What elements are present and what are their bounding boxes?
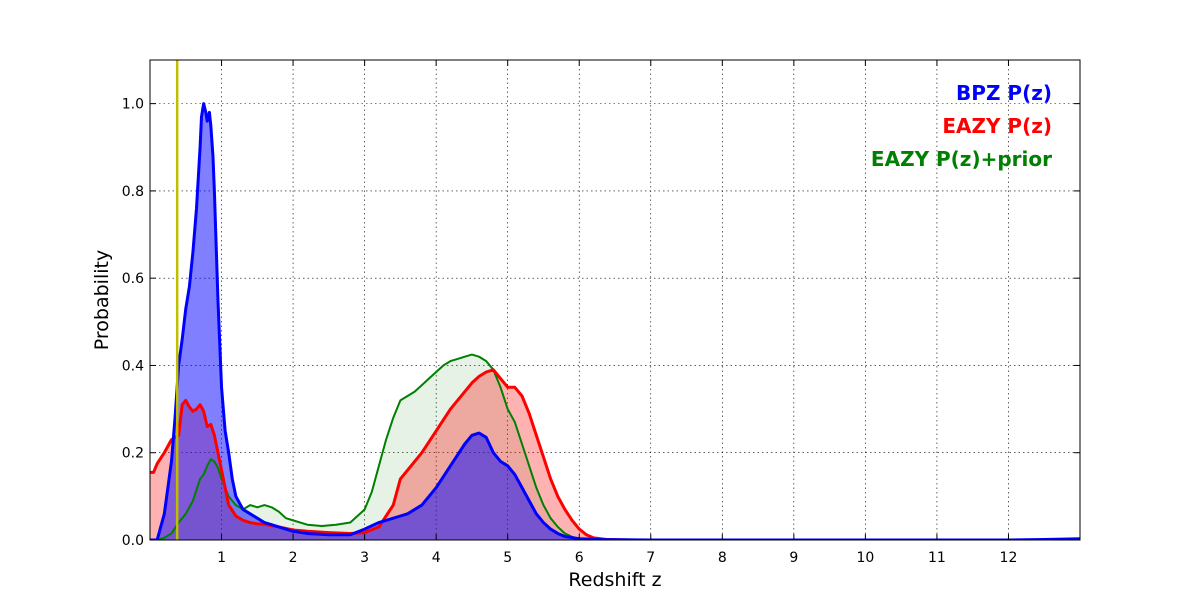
y-tick-label: 1.0 [122, 97, 144, 113]
eazy-p-z-area [150, 369, 1080, 540]
x-tick-label: 10 [856, 550, 874, 566]
eazy-p-z-prior-line [150, 353, 1080, 540]
y-tick-label: 0.8 [122, 184, 144, 200]
y-tick-label: 0.0 [122, 533, 144, 549]
x-tick-label: 6 [575, 550, 584, 566]
plot-frame [149, 59, 1081, 541]
x-tick-label: 9 [789, 550, 798, 566]
series-layer [150, 60, 1080, 540]
x-tick-label: 11 [928, 550, 946, 566]
x-tick-label: 2 [289, 550, 298, 566]
x-axis-label: Redshift z [568, 569, 661, 591]
grid [150, 60, 1080, 540]
y-tick-label: 0.4 [122, 358, 144, 374]
eazy-p-z-prior-area [150, 354, 1080, 540]
legend: BPZ P(z) EAZY P(z) EAZY P(z)+prior [871, 81, 1052, 171]
legend-entry: EAZY P(z)+prior [871, 147, 1052, 171]
x-tick-label: 8 [718, 550, 727, 566]
eazy-p-z-line [150, 368, 1080, 540]
legend-entry: BPZ P(z) [956, 81, 1052, 105]
bpz-p-z-line [150, 102, 1080, 540]
axis-ticks: 1 2 3 4 5 6 7 8 9 10 11 120.00.20.40.60.81.0 [122, 60, 1080, 566]
x-tick-label: 7 [646, 550, 655, 566]
x-tick-label: 4 [432, 550, 441, 566]
x-tick-label: 12 [1000, 550, 1018, 566]
legend-entry: EAZY P(z) [942, 114, 1052, 138]
x-tick-label: 5 [503, 550, 512, 566]
x-tick-label: 1 [217, 550, 226, 566]
y-tick-label: 0.2 [122, 446, 144, 462]
y-tick-label: 0.6 [122, 271, 144, 287]
x-tick-label: 3 [360, 550, 369, 566]
y-axis-label: Probability [91, 250, 113, 350]
